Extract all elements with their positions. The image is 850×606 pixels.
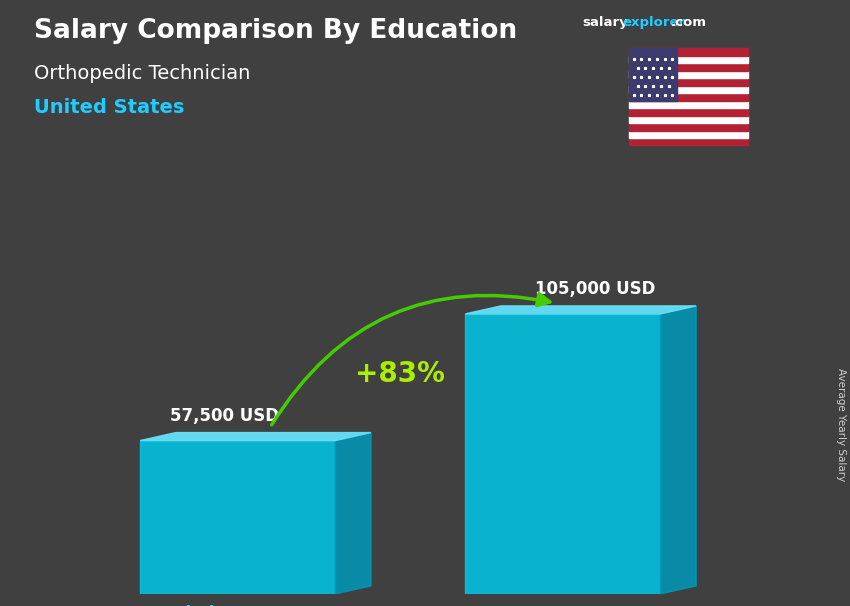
- Polygon shape: [335, 433, 371, 594]
- Bar: [629, 56, 748, 64]
- Bar: [629, 78, 748, 86]
- Text: Salary Comparison By Education: Salary Comparison By Education: [34, 18, 517, 44]
- Text: 105,000 USD: 105,000 USD: [536, 280, 655, 298]
- Polygon shape: [140, 433, 371, 441]
- Polygon shape: [465, 306, 696, 314]
- Bar: [629, 86, 748, 93]
- Bar: [629, 93, 748, 101]
- Text: Average Yearly Salary: Average Yearly Salary: [836, 368, 846, 481]
- Bar: [629, 116, 748, 123]
- Bar: [629, 71, 748, 78]
- Text: Orthopedic Technician: Orthopedic Technician: [34, 64, 251, 82]
- Text: explorer: explorer: [622, 16, 685, 29]
- Text: +83%: +83%: [355, 360, 445, 388]
- Bar: [629, 101, 748, 108]
- Bar: [465, 314, 660, 594]
- Bar: [629, 108, 748, 116]
- Text: .com: .com: [671, 16, 706, 29]
- Text: United States: United States: [34, 98, 184, 117]
- Polygon shape: [660, 306, 696, 594]
- Text: salary: salary: [582, 16, 628, 29]
- Bar: [629, 123, 748, 130]
- Bar: [629, 48, 677, 101]
- FancyArrowPatch shape: [272, 293, 550, 425]
- Bar: [629, 48, 748, 56]
- Bar: [140, 441, 335, 594]
- Bar: [629, 138, 748, 145]
- Text: 57,500 USD: 57,500 USD: [170, 407, 279, 425]
- Bar: [629, 130, 748, 138]
- Bar: [629, 64, 748, 71]
